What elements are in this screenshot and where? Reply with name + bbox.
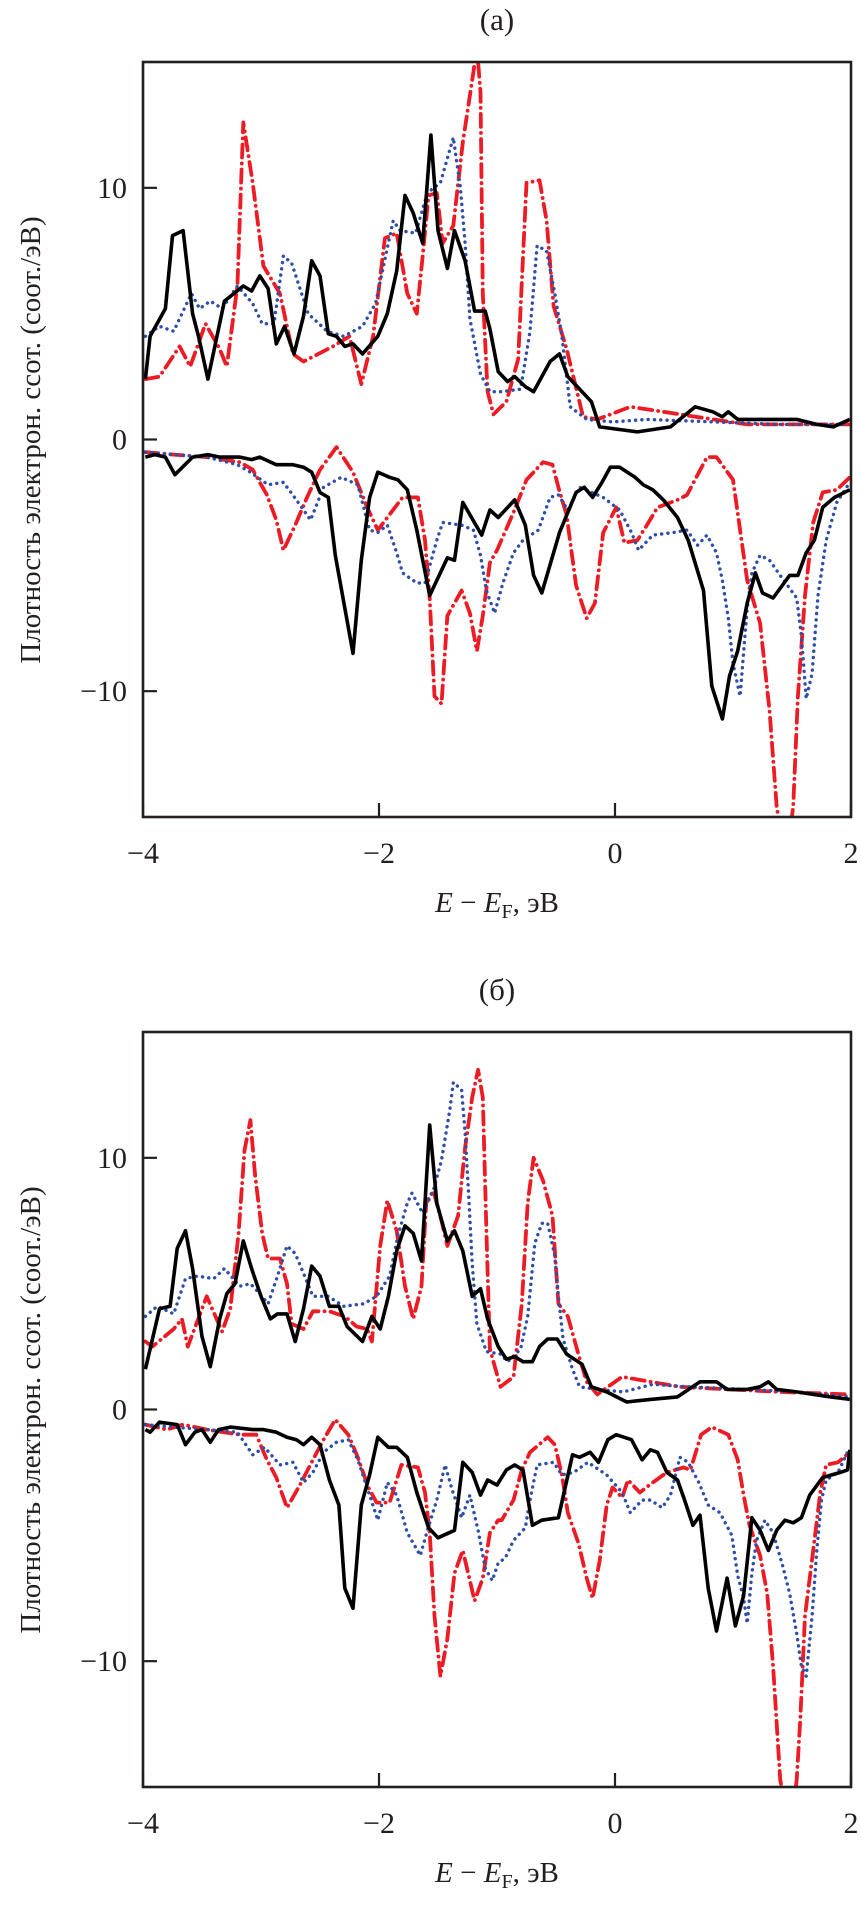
series-blue-dotted-spin-up [143,1080,851,1399]
panel-b-ticks: −4 −2 0 2 10 0 −10 [80,1142,858,1840]
series-red-dashdot-spin-down [143,445,851,817]
panel-b-title: (б) [479,972,515,1007]
x-label-minus: − [453,1857,484,1889]
x-label-unit: , эВ [513,1857,559,1889]
x-label-sub: F [501,1871,512,1893]
panel-a: (a) −4 −2 0 2 10 0 −10 Плотность электрон. ссо… [15,2,859,923]
x-tick-label: −4 [127,1807,159,1840]
panel-a-plot-frame [141,60,853,819]
panel-b: (б) −4 −2 0 2 10 0 −10 Плотность электрон. ссо… [15,972,859,1893]
x-tick-label: −2 [363,837,395,870]
series-red-dashdot-spin-down [143,1417,851,1787]
panel-b-y-axis-label: Плотность электрон. ссот. (соот./эВ) [15,1186,47,1633]
y-tick-label: −10 [80,675,127,708]
y-tick-label: −10 [80,1645,127,1678]
series-blue-dotted-spin-down [143,450,851,701]
panel-b-x-axis-label: E − EF, эВ [434,1857,559,1893]
x-tick-label: 2 [844,1807,859,1840]
series-black-solid-spin-up [143,1123,851,1404]
x-label-unit: , эВ [513,887,559,919]
panel-b-curves [143,1067,851,1787]
x-label-e: E [434,1857,453,1889]
x-label-sub: F [501,901,512,923]
x-label-ef: E [483,1857,502,1889]
series-red-dashdot-spin-up [143,1067,851,1397]
x-tick-label: −2 [363,1807,395,1840]
y-tick-label: 0 [112,1394,127,1427]
panel-a-y-axis-label: Плотность электрон. ссот. (соот./эВ) [15,216,47,663]
x-tick-label: 2 [844,837,859,870]
y-tick-label: 10 [97,1142,127,1175]
panel-b-plot-frame [141,1030,853,1789]
x-tick-label: 0 [608,837,623,870]
panel-a-curves [143,62,851,817]
x-label-minus: − [453,887,484,919]
x-tick-label: 0 [608,1807,623,1840]
series-blue-dotted-spin-down [143,1422,851,1678]
x-label-ef: E [483,887,502,919]
x-tick-label: −4 [127,837,159,870]
panel-a-x-axis-label: E − EF, эВ [434,887,559,923]
panel-a-title: (a) [480,2,514,37]
y-tick-label: 0 [112,424,127,457]
y-tick-label: 10 [97,172,127,205]
series-black-solid-spin-up [143,133,851,434]
x-label-e: E [434,887,453,919]
series-black-solid-spin-down [144,1420,851,1633]
series-blue-dotted-spin-up [143,135,850,427]
series-black-solid-spin-down [144,452,851,721]
panel-a-ticks: −4 −2 0 2 10 0 −10 [80,172,858,870]
